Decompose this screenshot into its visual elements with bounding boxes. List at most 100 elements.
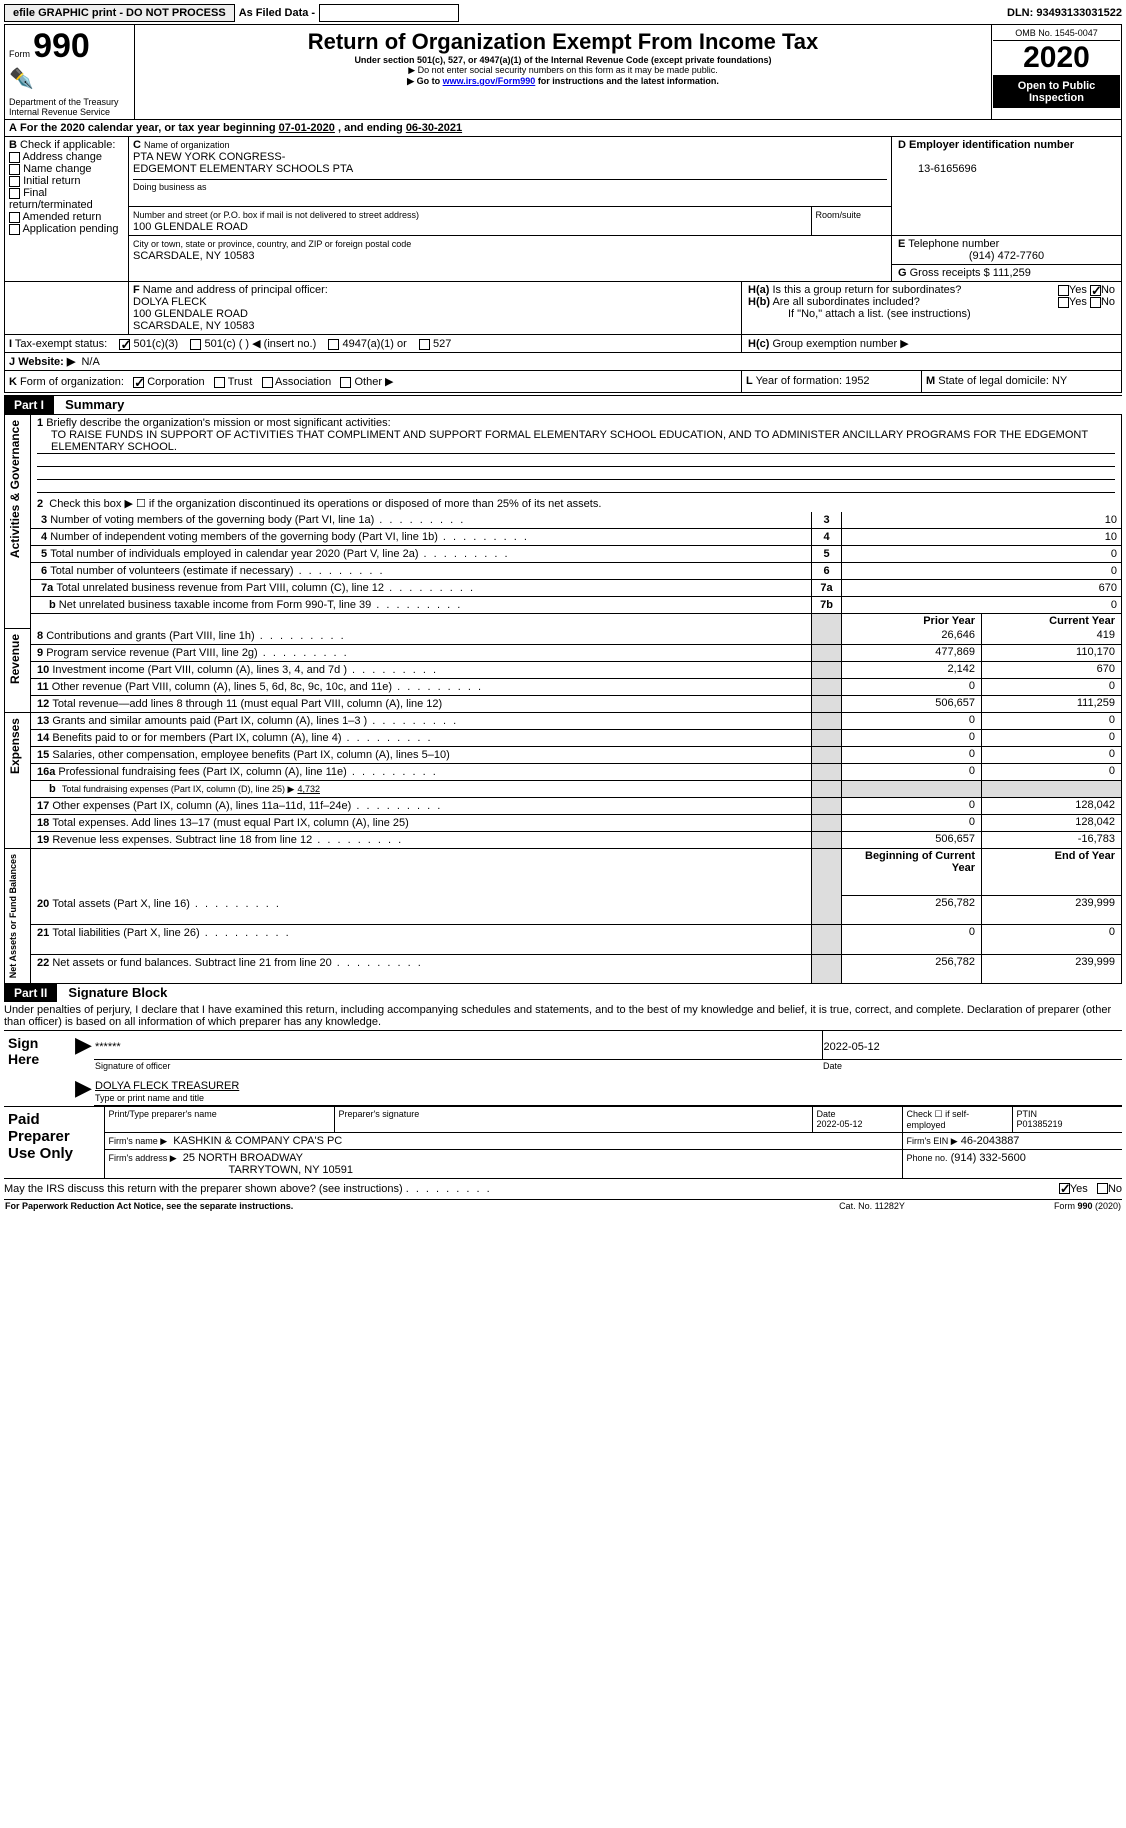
arrow-icon-2: ▶ bbox=[74, 1072, 94, 1106]
cb-other[interactable] bbox=[340, 377, 351, 388]
sub3-pre: ▶ Go to bbox=[407, 76, 442, 86]
r-c-2: 670 bbox=[982, 662, 1122, 679]
r-c-3: 0 bbox=[982, 679, 1122, 696]
label-e: E bbox=[898, 238, 905, 250]
cb-address-change[interactable] bbox=[9, 152, 20, 163]
e-16b-t: Total fundraising expenses (Part IX, col… bbox=[62, 784, 295, 794]
cb-4947[interactable] bbox=[328, 339, 339, 350]
r-c-1: 110,170 bbox=[982, 645, 1122, 662]
cb-ha-no[interactable] bbox=[1090, 285, 1101, 296]
i-row: I Tax-exempt status: 501(c)(3) 501(c) ( … bbox=[4, 335, 1122, 353]
na-n-1: 21 bbox=[37, 927, 49, 939]
na-n-2: 22 bbox=[37, 957, 49, 969]
paid-preparer-block: Paid Preparer Use Only Print/Type prepar… bbox=[4, 1106, 1122, 1179]
room-label: Room/suite bbox=[816, 210, 862, 220]
sign-here-label: Sign Here bbox=[4, 1031, 74, 1072]
domicile: NY bbox=[1052, 375, 1067, 387]
hdr-self: Check ☐ if self-employed bbox=[902, 1106, 1012, 1132]
sign-here-block: Sign Here ▶ ****** 2022-05-12 Signature … bbox=[4, 1031, 1122, 1106]
cb-hb-no[interactable] bbox=[1090, 297, 1101, 308]
na-c-1: 0 bbox=[982, 924, 1122, 954]
g-t-2: Total number of individuals employed in … bbox=[50, 548, 418, 560]
line1-n: 1 bbox=[37, 417, 43, 429]
e-t-0: Grants and similar amounts paid (Part IX… bbox=[52, 715, 367, 727]
cb-trust[interactable] bbox=[214, 377, 225, 388]
e-p-1: 0 bbox=[842, 730, 982, 747]
g-t-4: Total unrelated business revenue from Pa… bbox=[56, 582, 384, 594]
cb-final-return[interactable] bbox=[9, 188, 20, 199]
r-n-4: 12 bbox=[37, 698, 49, 710]
label-b: B bbox=[9, 139, 17, 151]
r-c-4: 111,259 bbox=[982, 696, 1122, 713]
hb-no: No bbox=[1101, 296, 1115, 308]
cb-name-change[interactable] bbox=[9, 164, 20, 175]
cb-501c3[interactable] bbox=[119, 339, 130, 350]
e-n-1: 14 bbox=[37, 732, 49, 744]
cb-assoc[interactable] bbox=[262, 377, 273, 388]
opt-4947: 4947(a)(1) or bbox=[343, 338, 407, 350]
g-v-4: 670 bbox=[842, 580, 1122, 597]
label-ha: H(a) bbox=[748, 284, 769, 296]
label-hb: H(b) bbox=[748, 296, 770, 308]
g-t-1: Number of independent voting members of … bbox=[50, 531, 438, 543]
cb-discuss-no[interactable] bbox=[1097, 1183, 1108, 1194]
g-v-2: 0 bbox=[842, 546, 1122, 563]
g-k-1: 4 bbox=[812, 529, 842, 546]
label-i: I bbox=[9, 338, 12, 350]
officer-addr1: 100 GLENDALE ROAD bbox=[133, 308, 248, 320]
opt-assoc: Association bbox=[275, 376, 331, 388]
g-k-2: 5 bbox=[812, 546, 842, 563]
firm-ein: 46-2043887 bbox=[961, 1135, 1020, 1147]
l-title: Year of formation: bbox=[756, 375, 842, 387]
klm-row: K Form of organization: Corporation Trus… bbox=[4, 371, 1122, 393]
r-n-1: 9 bbox=[37, 647, 43, 659]
cb-501c[interactable] bbox=[190, 339, 201, 350]
street-value: 100 GLENDALE ROAD bbox=[133, 221, 248, 233]
discuss-text: May the IRS discuss this return with the… bbox=[4, 1183, 403, 1195]
cb-initial-return[interactable] bbox=[9, 176, 20, 187]
cb-hb-yes[interactable] bbox=[1058, 297, 1069, 308]
g-n-1: 4 bbox=[41, 531, 47, 543]
a-begin: 07-01-2020 bbox=[279, 122, 335, 134]
side-expenses: Expenses bbox=[6, 714, 24, 778]
gross-receipts: 111,259 bbox=[993, 267, 1031, 279]
cb-discuss-yes[interactable] bbox=[1059, 1183, 1070, 1194]
g-n-0: 3 bbox=[41, 514, 47, 526]
cb-527[interactable] bbox=[419, 339, 430, 350]
na-p-0: 256,782 bbox=[842, 896, 982, 925]
subtitle-2: ▶ Do not enter social security numbers o… bbox=[143, 65, 983, 76]
current-year-hdr: Current Year bbox=[982, 614, 1122, 629]
sub3-post: for instructions and the latest informat… bbox=[538, 76, 719, 86]
subtitle-1: Under section 501(c), 527, or 4947(a)(1)… bbox=[143, 55, 983, 65]
opt-final-return: Final return/terminated bbox=[9, 187, 93, 211]
mission-text: TO RAISE FUNDS IN SUPPORT OF ACTIVITIES … bbox=[37, 429, 1115, 454]
e-16b-n: b bbox=[49, 783, 56, 795]
cb-app-pending[interactable] bbox=[9, 224, 20, 235]
r-n-2: 10 bbox=[37, 664, 49, 676]
na-t-2: Net assets or fund balances. Subtract li… bbox=[52, 957, 331, 969]
cb-amended[interactable] bbox=[9, 212, 20, 223]
efile-topbar: efile GRAPHIC print - DO NOT PROCESS As … bbox=[4, 4, 1122, 22]
e2-c-2: -16,783 bbox=[982, 832, 1122, 849]
e-p-3: 0 bbox=[842, 764, 982, 781]
phone: (914) 472-7760 bbox=[898, 250, 1115, 262]
g-title: Gross receipts $ bbox=[910, 267, 990, 279]
e-title: Telephone number bbox=[908, 238, 999, 250]
asfiled-input[interactable] bbox=[319, 4, 459, 22]
cb-corp[interactable] bbox=[133, 377, 144, 388]
na-t-1: Total liabilities (Part X, line 26) bbox=[52, 927, 199, 939]
r-t-4: Total revenue—add lines 8 through 11 (mu… bbox=[52, 698, 442, 710]
irs-link[interactable]: www.irs.gov/Form990 bbox=[443, 76, 536, 86]
form-header: Form 990 ✒️ Department of the Treasury I… bbox=[4, 24, 1122, 120]
b-instr: Check if applicable: bbox=[20, 139, 115, 151]
type-name-label: Type or print name and title bbox=[95, 1093, 204, 1103]
ha-text: Is this a group return for subordinates? bbox=[772, 284, 961, 296]
pra-notice: For Paperwork Reduction Act Notice, see … bbox=[4, 1200, 772, 1212]
g-t-5: Net unrelated business taxable income fr… bbox=[59, 599, 371, 611]
label-f: F bbox=[133, 284, 140, 296]
efile-print-button[interactable]: efile GRAPHIC print - DO NOT PROCESS bbox=[4, 4, 235, 22]
firm-phone: (914) 332-5600 bbox=[951, 1152, 1026, 1164]
ha-no: No bbox=[1101, 284, 1115, 296]
cb-ha-yes[interactable] bbox=[1058, 285, 1069, 296]
e2-t-1: Total expenses. Add lines 13–17 (must eq… bbox=[52, 817, 408, 829]
